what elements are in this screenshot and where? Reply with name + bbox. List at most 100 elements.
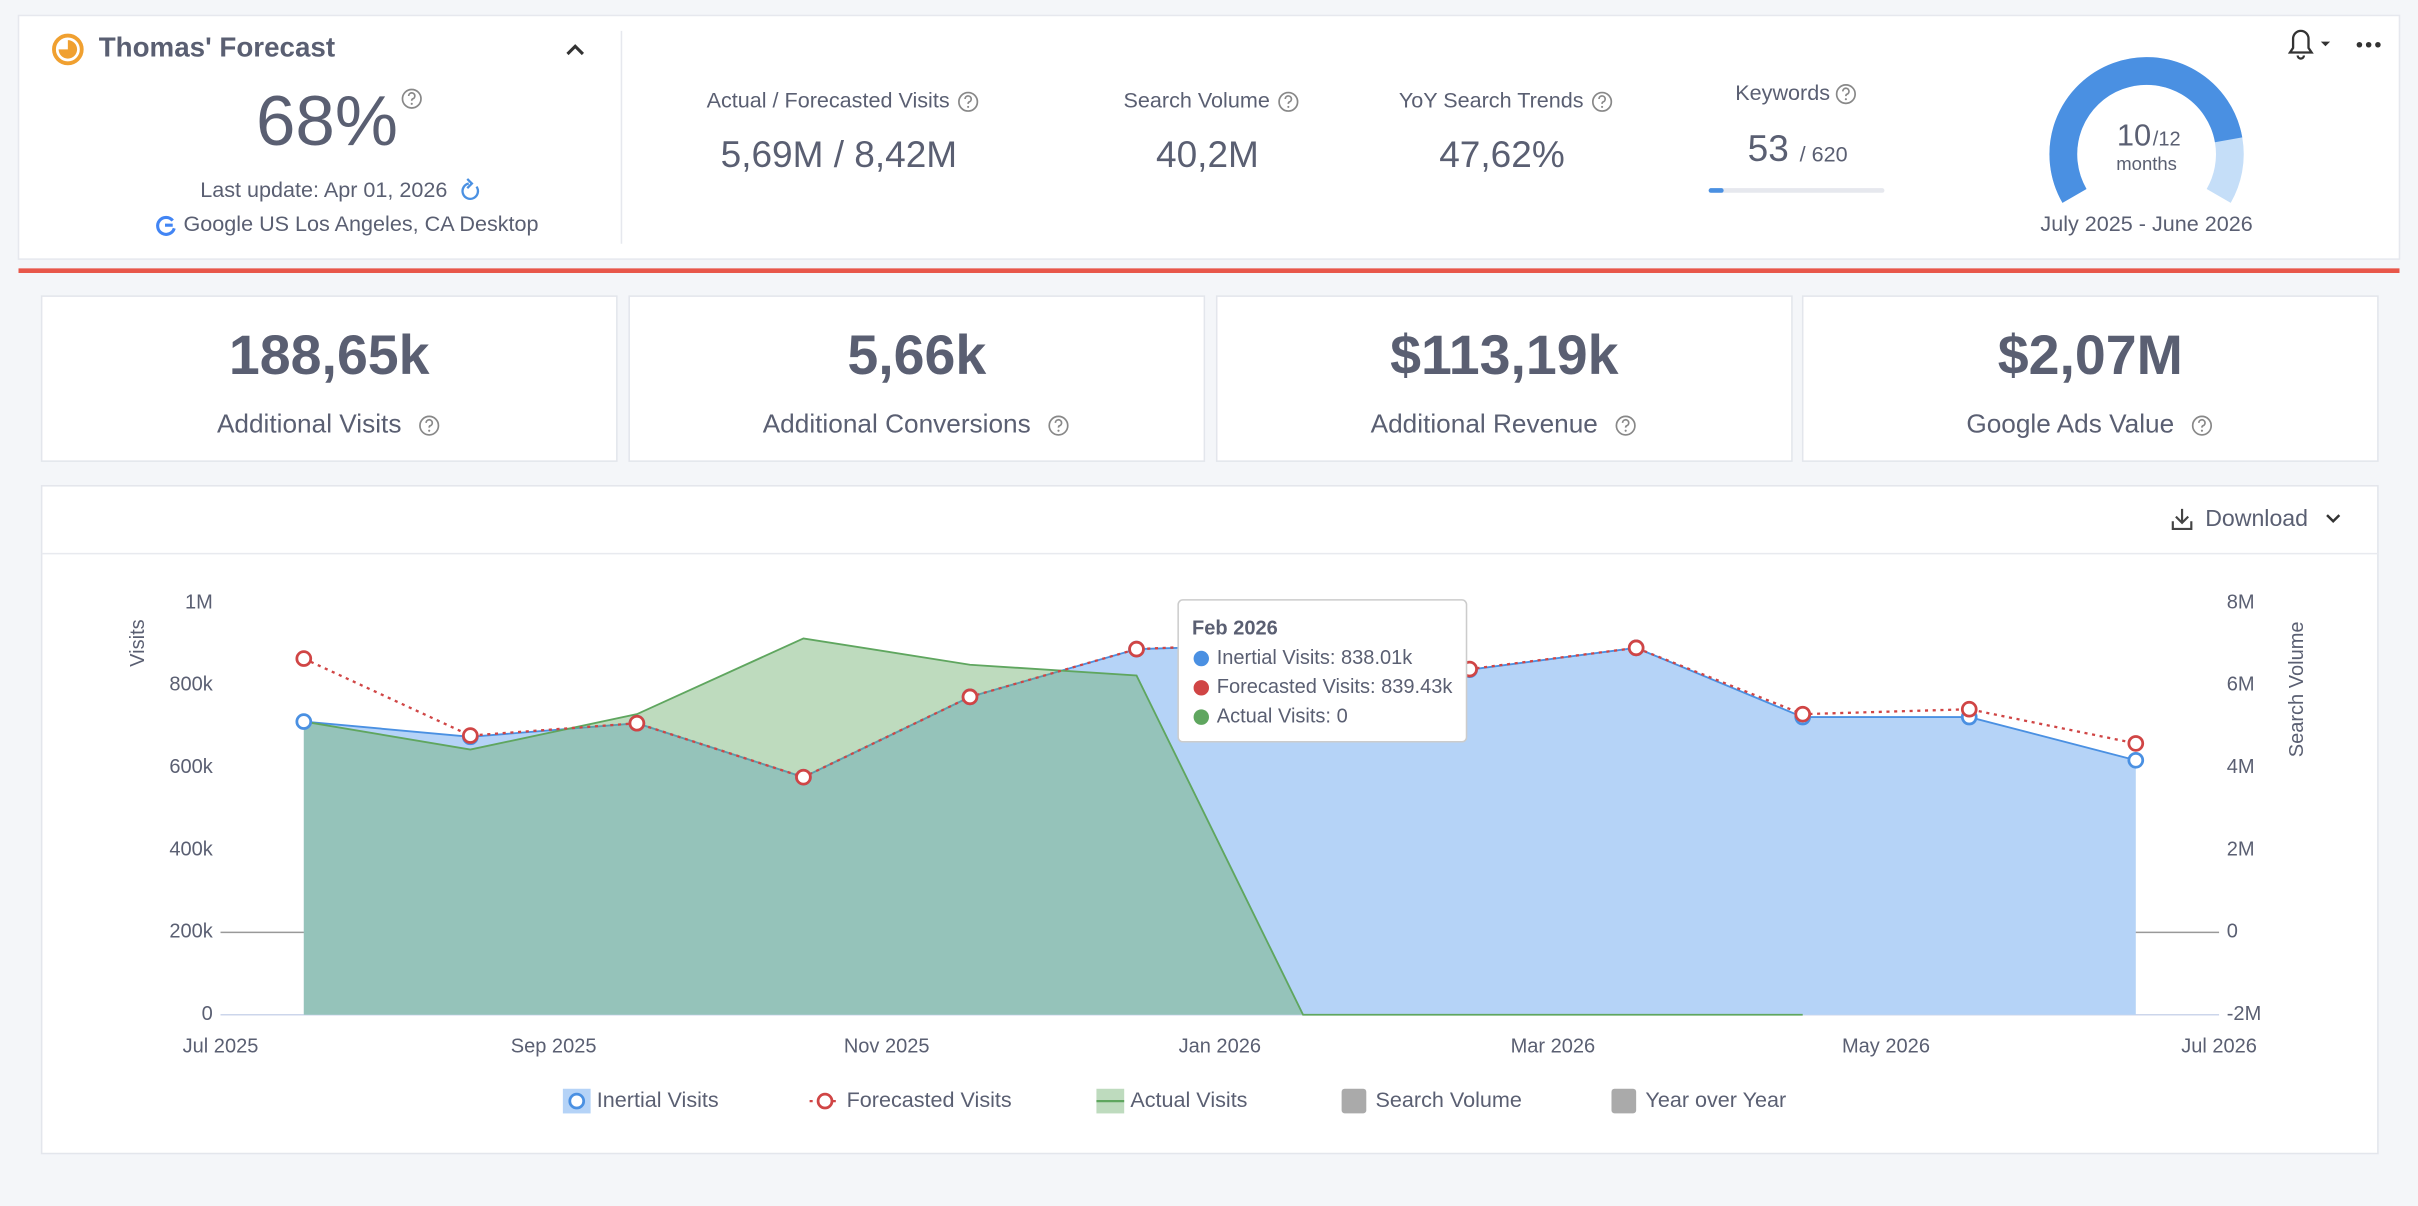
kpi-value: $2,07M	[1998, 324, 2183, 386]
legend-item[interactable]: Inertial Visits	[562, 1087, 719, 1114]
kpi-card	[1801, 295, 2379, 462]
help-circle	[958, 91, 979, 112]
help-circle	[419, 415, 440, 436]
help-dot	[1057, 429, 1060, 432]
download-chevron[interactable]	[2326, 514, 2341, 524]
tooltip-box	[1177, 599, 1468, 743]
help-circle	[401, 88, 422, 109]
y-axis-title: Visits	[127, 619, 149, 666]
gauge-value: 10	[2117, 117, 2151, 152]
help-icon[interactable]	[401, 88, 422, 109]
help-circle	[1591, 91, 1613, 112]
download-icon[interactable]	[2171, 508, 2193, 531]
y2-tick-label: 6M	[2227, 674, 2255, 696]
refresh-icon[interactable]	[461, 178, 480, 200]
more-dot[interactable]	[2356, 41, 2363, 48]
keywords-bar	[1708, 188, 1724, 193]
tooltip-line: Inertial Visits: 838.01k	[1217, 647, 1414, 669]
bell-icon[interactable]	[2287, 29, 2314, 60]
legend-label: Year over Year	[1645, 1087, 1786, 1112]
google-icon	[156, 215, 176, 236]
gauge-fill	[2049, 57, 2243, 203]
area-fill	[303, 638, 1803, 1015]
legend-swatch	[1341, 1088, 1367, 1114]
collapse-chevron[interactable]	[566, 44, 585, 56]
help-dot	[2200, 429, 2204, 432]
help-glyph	[425, 418, 434, 428]
kpi-card	[1215, 295, 1793, 462]
help-icon[interactable]	[419, 415, 440, 436]
point-marker	[295, 713, 313, 730]
tooltip-line: Forecasted Visits: 839.43k	[1217, 676, 1454, 698]
tooltip: Feb 2026 Inertial Visits: 838.01k Forecast…	[1177, 599, 1468, 743]
x-tick-label: Mar 2026	[1511, 1035, 1596, 1057]
help-circle	[1048, 415, 1069, 436]
y-tick-label: 400k	[169, 838, 213, 860]
help-circle	[1835, 84, 1856, 105]
legend-item[interactable]: Search Volume	[1341, 1087, 1522, 1114]
tooltip-dot	[1193, 680, 1209, 696]
help-icon[interactable]	[2191, 415, 2213, 436]
help-circle	[2191, 415, 2213, 436]
y2-tick-label: 4M	[2227, 756, 2255, 778]
y2-tick-label: 2M	[2227, 838, 2255, 860]
point-marker	[1960, 700, 1978, 718]
kpi-label: Additional Conversions	[763, 409, 1031, 439]
point-marker	[1627, 639, 1645, 657]
legend-item[interactable]: Year over Year	[1611, 1087, 1786, 1114]
metric-value: 5,69M / 8,42M	[721, 133, 958, 175]
help-icon[interactable]	[958, 91, 979, 112]
point-marker	[2127, 751, 2145, 769]
point-marker	[462, 727, 479, 744]
bell-caret[interactable]	[2320, 41, 2331, 47]
metric-label: Search Volume	[1123, 88, 1269, 113]
header-panel	[17, 14, 2401, 260]
legend-label: Inertial Visits	[597, 1087, 719, 1112]
help-glyph	[1598, 95, 1606, 104]
help-glyph	[1621, 418, 1630, 428]
area-fill	[303, 644, 2136, 1015]
help-dot	[1624, 429, 1627, 432]
more-dot[interactable]	[2365, 41, 2372, 48]
y2-axis-title: Search Volume	[2286, 621, 2308, 757]
forecast-icon-slice	[58, 40, 78, 59]
legend-label: Actual Visits	[1130, 1087, 1247, 1112]
legend-swatch	[1611, 1088, 1637, 1114]
help-icon[interactable]	[1615, 415, 1636, 436]
help-circle	[1615, 415, 1636, 436]
gauge-unit: months	[2116, 153, 2177, 174]
kpi-card	[628, 295, 1206, 462]
help-glyph	[1841, 87, 1850, 97]
legend-label: Search Volume	[1376, 1087, 1522, 1112]
kpi-card	[40, 295, 618, 462]
period-range: July 2025 - June 2026	[2040, 211, 2252, 236]
legend-item[interactable]: Forecasted Visits	[809, 1087, 1012, 1112]
kpi-value: 188,65k	[229, 324, 430, 386]
more-dot[interactable]	[2375, 41, 2381, 48]
point-marker	[295, 650, 313, 667]
help-glyph	[1054, 418, 1063, 428]
metric-label: YoY Search Trends	[1399, 88, 1584, 113]
help-icon[interactable]	[1835, 84, 1856, 105]
header-divider	[18, 268, 2400, 273]
legend-item[interactable]: Actual Visits	[1096, 1087, 1248, 1114]
help-dot	[428, 429, 431, 432]
help-circle	[1278, 91, 1299, 112]
help-icon[interactable]	[1048, 415, 1069, 436]
point-marker	[1128, 640, 1145, 658]
help-glyph	[407, 92, 416, 101]
help-icon[interactable]	[1591, 91, 1613, 112]
x-tick-label: Sep 2025	[511, 1035, 597, 1057]
y-tick-label: 200k	[169, 921, 213, 943]
kpi-label: Additional Revenue	[1371, 409, 1598, 439]
x-tick-label: Nov 2025	[844, 1035, 930, 1057]
legend-marker	[816, 1092, 834, 1110]
location: Google US Los Angeles, CA Desktop	[184, 211, 539, 236]
point-marker	[2127, 735, 2145, 752]
help-icon[interactable]	[1278, 91, 1299, 112]
keywords-track	[1708, 188, 1885, 193]
last-update: Last update: Apr 01, 2026	[200, 177, 447, 202]
legend-label: Forecasted Visits	[847, 1087, 1012, 1112]
help-dot	[1844, 98, 1847, 101]
